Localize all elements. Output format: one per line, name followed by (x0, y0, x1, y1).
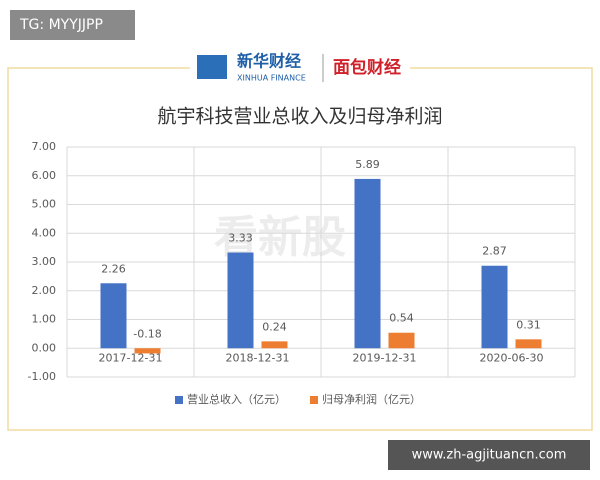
value-label: 2.87 (482, 245, 507, 258)
bar (388, 332, 415, 349)
legend-swatch (310, 396, 318, 404)
y-tick-label: 0.00 (32, 341, 57, 354)
legend-label: 营业总收入（亿元） (187, 392, 286, 406)
legend-label: 归母净利润（亿元） (322, 392, 421, 406)
tag: TG: MYYJJPP (19, 17, 103, 33)
y-tick-label: 3.00 (32, 255, 57, 268)
value-label: 0.24 (262, 320, 287, 333)
logo-partner: 面包财经 (333, 57, 401, 78)
legend-swatch (175, 396, 183, 404)
bar (134, 348, 161, 354)
footer-box (388, 440, 590, 470)
value-label: 0.31 (516, 318, 541, 331)
value-label: 2.26 (101, 262, 126, 275)
x-tick-label: 2017-12-31 (99, 351, 163, 364)
logo-subtitle: XINHUA FINANCE (237, 74, 306, 83)
bar (227, 252, 254, 349)
value-label: 5.89 (355, 158, 380, 171)
x-tick-label: 2019-12-31 (353, 351, 417, 364)
y-tick-label: 6.00 (32, 169, 57, 182)
y-tick-label: 2.00 (32, 284, 57, 297)
logo-name: 新华财经 (237, 52, 301, 71)
bar (261, 341, 288, 349)
value-label: -0.18 (133, 327, 161, 340)
y-tick-label: 7.00 (32, 140, 57, 153)
tag-box (10, 10, 135, 40)
y-tick-label: 1.00 (32, 313, 57, 326)
value-label: 0.54 (389, 312, 414, 325)
chart-title: 航宇科技营业总收入及归母净利润 (157, 106, 442, 128)
value-label: 3.33 (228, 232, 253, 245)
bar (100, 283, 127, 349)
x-tick-label: 2018-12-31 (226, 351, 290, 364)
y-tick-label: 4.00 (32, 226, 57, 239)
bar (354, 178, 381, 349)
y-tick-label: -1.00 (28, 370, 56, 383)
bar (481, 265, 508, 349)
x-tick-label: 2020-06-30 (480, 351, 544, 364)
footer: www.zh-agjituancn.com (412, 448, 567, 463)
bar (515, 339, 542, 349)
logo-icon (197, 55, 227, 79)
y-tick-label: 5.00 (32, 198, 57, 211)
